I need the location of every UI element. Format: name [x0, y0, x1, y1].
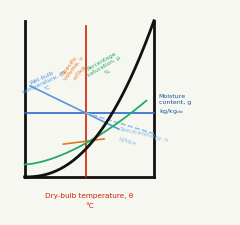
Text: Moisture
content, g
kg/kg$_{da}$: Moisture content, g kg/kg$_{da}$ [159, 94, 191, 116]
Text: enthalpy, h: enthalpy, h [137, 130, 169, 143]
Text: Wet-bulb
temperature, θ*
°C: Wet-bulb temperature, θ* °C [20, 65, 70, 100]
Text: Percentage
saturation, μ
%: Percentage saturation, μ % [84, 50, 124, 83]
Text: °C: °C [85, 203, 94, 209]
Text: Dry-bulb temperature, θ: Dry-bulb temperature, θ [45, 193, 133, 199]
Text: Specifi: Specifi [119, 126, 138, 136]
Text: kJ/kg$_{da}$: kJ/kg$_{da}$ [117, 134, 138, 148]
Text: Specific
volume, v
m³/kg: Specific volume, v m³/kg [59, 52, 90, 86]
